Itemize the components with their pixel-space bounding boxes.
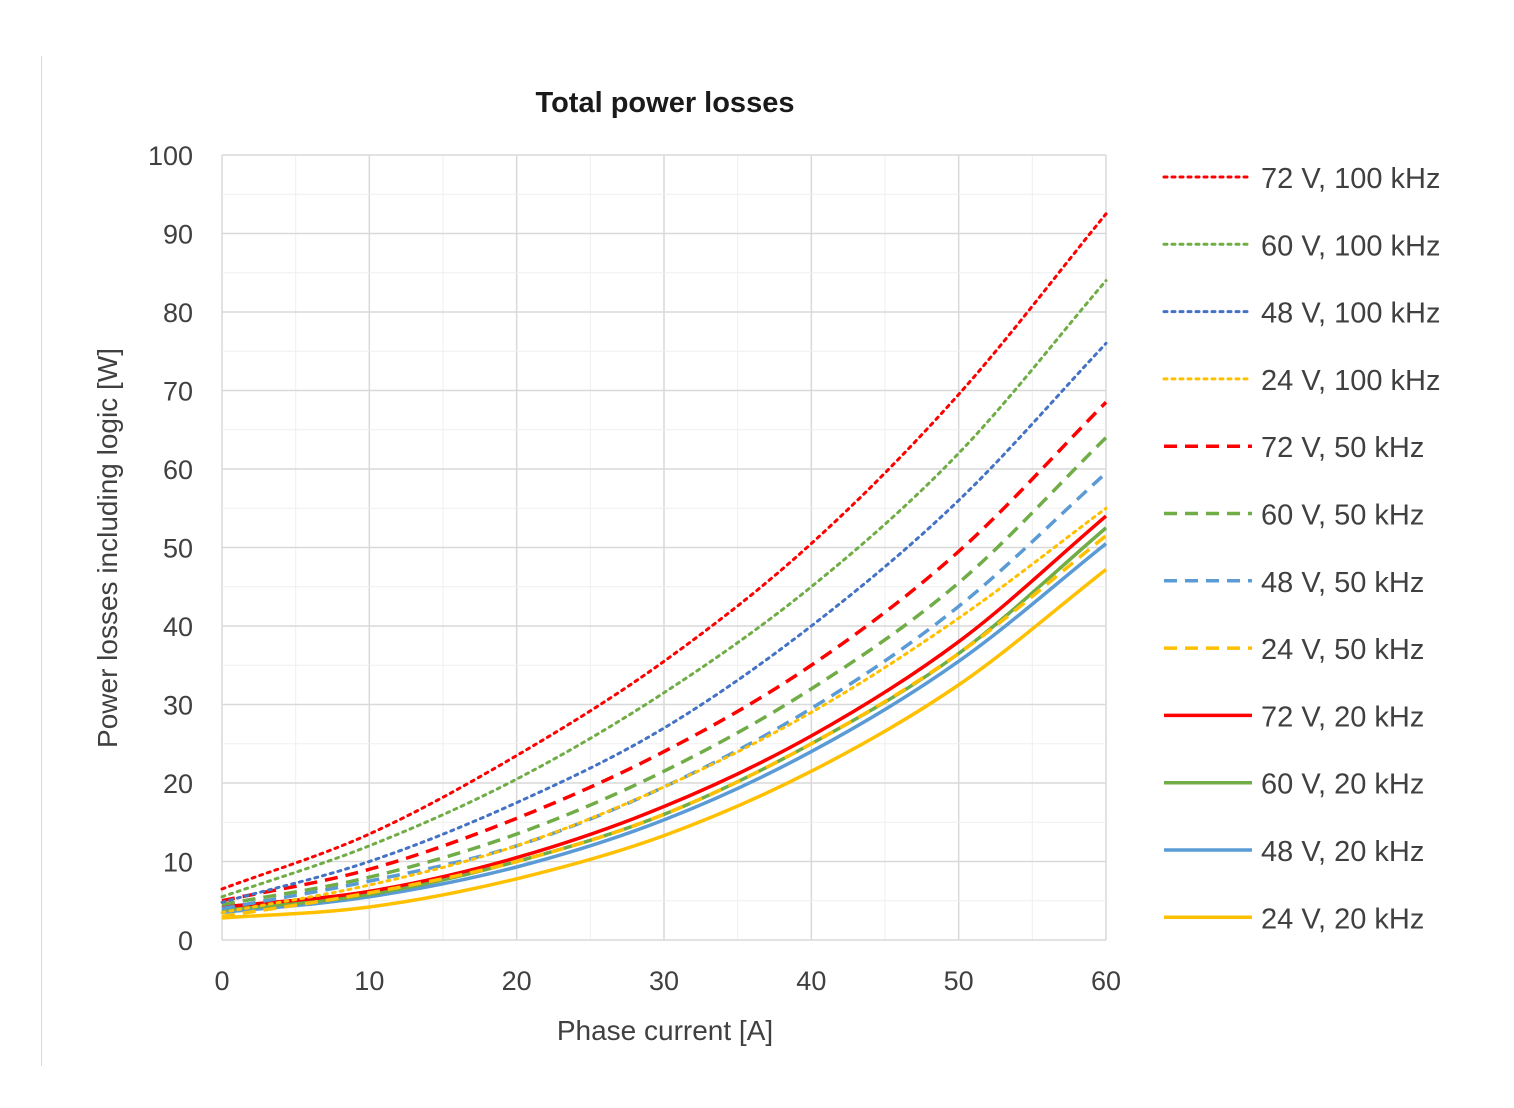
legend-label: 24 V, 100 kHz [1261,365,1441,397]
y-tick-label: 60 [163,455,193,485]
legend-label: 60 V, 100 kHz [1261,230,1441,262]
y-tick-label: 80 [163,298,193,328]
legend-item: 72 V, 100 kHz [1162,163,1441,195]
series-line [221,568,1108,920]
series-line [220,279,1108,899]
series-lines [220,212,1108,920]
x-tick-label: 10 [354,966,384,996]
legend-label: 60 V, 50 kHz [1261,500,1424,532]
grid [221,154,1107,941]
x-tick-label: 0 [214,966,229,996]
legend-label: 60 V, 20 kHz [1261,769,1424,801]
x-tick-label: 50 [944,966,974,996]
legend-label: 72 V, 100 kHz [1261,163,1441,195]
y-tick-label: 90 [163,220,193,250]
legend-item: 60 V, 20 kHz [1164,769,1424,801]
series-line [221,436,1108,907]
legend-item: 60 V, 50 kHz [1164,500,1424,532]
legend-label: 48 V, 100 kHz [1261,298,1441,330]
legend-item: 48 V, 20 kHz [1164,836,1424,868]
legend-item: 24 V, 100 kHz [1162,365,1441,397]
series-line [221,534,1108,919]
series-line [220,341,1108,904]
x-tick-label: 20 [502,966,532,996]
series-line [220,212,1108,891]
y-tick-label: 0 [178,926,193,956]
left-divider [41,56,42,1066]
series-line [220,506,1108,915]
legend: 72 V, 100 kHz 60 V, 100 kHz 48 V, 100 kHz 2… [1162,163,1441,935]
x-tick-label: 30 [649,966,679,996]
x-axis-title: Phase current [A] [557,1015,773,1046]
legend-item: 72 V, 50 kHz [1164,432,1424,464]
y-tick-label: 50 [163,534,193,564]
legend-item: 48 V, 100 kHz [1162,298,1441,330]
legend-label: 48 V, 20 kHz [1261,836,1424,868]
tick-labels: 0 10 20 30 40 50 60 0 10 20 30 40 50 60 70 80 90 100 [148,141,1121,996]
legend-item: 48 V, 50 kHz [1164,567,1424,599]
legend-label: 48 V, 50 kHz [1261,567,1424,599]
y-tick-label: 70 [163,377,193,407]
legend-item: 60 V, 100 kHz [1162,230,1441,262]
series-line [221,542,1108,915]
legend-item: 72 V, 20 kHz [1164,701,1424,733]
y-tick-label: 40 [163,612,193,642]
legend-label: 72 V, 50 kHz [1261,432,1424,464]
x-tick-label: 60 [1091,966,1121,996]
x-tick-label: 40 [796,966,826,996]
y-tick-label: 100 [148,141,193,171]
legend-item: 24 V, 20 kHz [1164,903,1424,935]
y-axis-title: Power losses including logic [W] [92,348,123,748]
y-tick-label: 30 [163,691,193,721]
legend-item: 24 V, 50 kHz [1164,634,1424,666]
y-tick-label: 20 [163,769,193,799]
y-tick-label: 10 [163,848,193,878]
chart-title: Total power losses [536,87,795,119]
legend-label: 72 V, 20 kHz [1261,701,1424,733]
legend-label: 24 V, 50 kHz [1261,634,1424,666]
series-line [221,401,1108,903]
legend-label: 24 V, 20 kHz [1261,903,1424,935]
